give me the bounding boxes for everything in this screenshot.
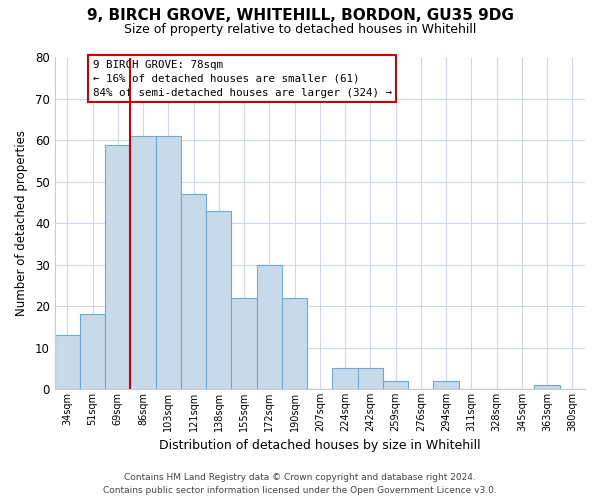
Bar [282,298,307,389]
Text: 9 BIRCH GROVE: 78sqm
← 16% of detached houses are smaller (61)
84% of semi-detac: 9 BIRCH GROVE: 78sqm ← 16% of detached h… [92,60,392,98]
Text: 9, BIRCH GROVE, WHITEHILL, BORDON, GU35 9DG: 9, BIRCH GROVE, WHITEHILL, BORDON, GU35 … [86,8,514,22]
Bar [383,380,408,389]
Bar [257,264,282,389]
Bar [105,144,130,389]
Bar [535,385,560,389]
Bar [358,368,383,389]
Bar [130,136,155,389]
Bar [332,368,358,389]
Bar [155,136,181,389]
Bar [232,298,257,389]
Bar [80,314,105,389]
Bar [433,380,459,389]
Bar [55,335,80,389]
Y-axis label: Number of detached properties: Number of detached properties [15,130,28,316]
Text: Size of property relative to detached houses in Whitehill: Size of property relative to detached ho… [124,22,476,36]
Bar [206,211,232,389]
X-axis label: Distribution of detached houses by size in Whitehill: Distribution of detached houses by size … [159,440,481,452]
Bar [181,194,206,389]
Text: Contains HM Land Registry data © Crown copyright and database right 2024.
Contai: Contains HM Land Registry data © Crown c… [103,474,497,495]
